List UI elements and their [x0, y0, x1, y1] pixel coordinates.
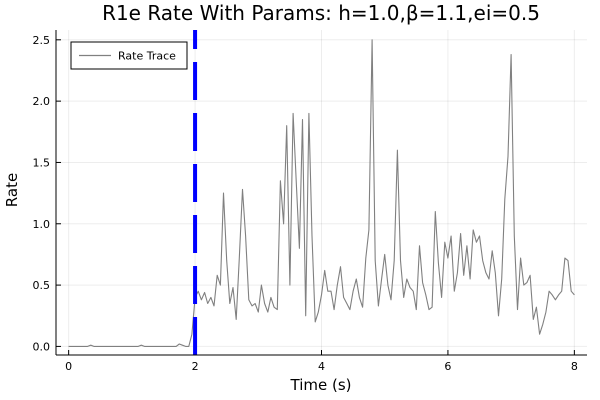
plot-frame	[55, 30, 587, 356]
y-tick-label: 1.0	[33, 218, 51, 231]
series-line-rate-trace	[68, 39, 575, 347]
y-tick-label: 0.0	[33, 340, 51, 353]
y-axis-label: Rate	[3, 173, 21, 207]
axis-ticks: 0 2 4 6 8 0.0 0.5 1.0 1.5 2.0 2.5	[33, 34, 578, 373]
y-tick-label: 2.5	[33, 34, 51, 47]
x-tick-label: 6	[444, 360, 451, 373]
legend-label: Rate Trace	[118, 50, 176, 63]
series-lines	[68, 39, 575, 347]
legend: Rate Trace	[70, 41, 188, 70]
x-tick-label: 4	[318, 360, 325, 373]
y-tick-label: 0.5	[33, 279, 51, 292]
x-tick-label: 0	[65, 360, 72, 373]
x-tick-label: 8	[571, 360, 578, 373]
x-axis-label: Time (s)	[290, 376, 352, 394]
y-tick-label: 1.5	[33, 156, 51, 169]
grid-lines	[56, 30, 587, 355]
chart-title: R1e Rate With Params: h=1.0,β=1.1,ei=0.5	[102, 1, 540, 25]
x-tick-label: 2	[192, 360, 199, 373]
y-tick-label: 2.0	[33, 95, 51, 108]
